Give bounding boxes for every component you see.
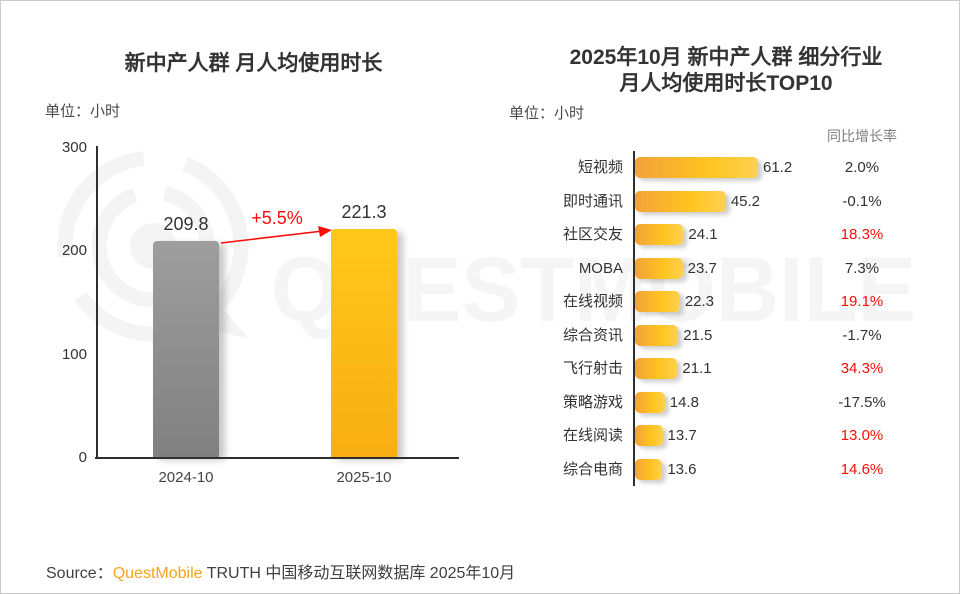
- left-chart-x-axis: [95, 457, 459, 459]
- industry-row: 综合资讯 21.5 -1.7%: [501, 319, 951, 353]
- growth-rate-column-header: 同比增长率: [827, 128, 897, 144]
- industry-row: 短视频 61.2 2.0%: [501, 151, 951, 185]
- industry-bar: [635, 157, 758, 178]
- industry-label: 综合电商: [562, 460, 623, 478]
- industry-bar: [635, 324, 679, 346]
- source-suffix: TRUTH 中国移动互联网数据库 2025年10月: [202, 565, 516, 582]
- industry-bar: [635, 458, 663, 480]
- source-prefix: Source：: [46, 565, 113, 582]
- right-chart-unit-label: 单位：小时: [509, 105, 585, 122]
- industry-bar: [635, 358, 678, 379]
- left-chart-title: 新中产人群 月人均使用时长: [124, 52, 383, 75]
- bar-value-label: 221.3: [341, 202, 387, 223]
- industry-value: 23.7: [687, 259, 717, 277]
- industry-row: 在线视频 22.3 19.1%: [501, 285, 951, 319]
- industry-value: 21.5: [683, 326, 713, 344]
- industry-growth-rate: 7.3%: [844, 259, 880, 277]
- industry-bar: [635, 425, 663, 446]
- industry-row: MOBA 23.7 7.3%: [501, 252, 951, 286]
- source-brand: QuestMobile: [112, 565, 203, 582]
- industry-growth-rate: 19.1%: [840, 293, 884, 310]
- industry-growth-rate: -1.7%: [842, 326, 882, 344]
- change-rate-label: +5.5%: [251, 208, 303, 228]
- industry-row: 策略游戏 14.8 -17.5%: [501, 386, 951, 420]
- industry-growth-rate: 34.3%: [840, 360, 884, 377]
- industry-label: 飞行射击: [562, 360, 623, 377]
- bar-value-label: 209.8: [163, 214, 209, 235]
- industry-row: 即时通讯 45.2 -0.1%: [501, 185, 951, 219]
- period-bar: [331, 229, 397, 457]
- right-chart-axis: [633, 151, 635, 486]
- industry-label: 策略游戏: [562, 393, 623, 411]
- industry-growth-rate: 18.3%: [840, 226, 884, 243]
- industry-label: 综合资讯: [562, 326, 623, 344]
- industry-label: MOBA: [578, 259, 623, 277]
- left-chart-y-axis: [96, 146, 98, 459]
- industry-value: 61.2: [763, 159, 793, 176]
- industry-bar: [635, 257, 683, 279]
- industry-growth-rate: -0.1%: [842, 192, 882, 210]
- industry-label: 短视频: [577, 159, 623, 176]
- growth-arrow-icon: [220, 226, 332, 244]
- source-line: Source：QuestMobile TRUTH 中国移动互联网数据库 2025…: [46, 559, 515, 583]
- industry-value: 13.7: [667, 427, 697, 444]
- industry-bar: [635, 391, 665, 413]
- y-tick-label: 100: [61, 345, 87, 363]
- left-chart-unit-label: 单位：小时: [45, 103, 121, 120]
- industry-label: 即时通讯: [562, 192, 623, 210]
- x-axis-category-label: 2025-10: [336, 469, 392, 486]
- industry-growth-rate: -17.5%: [838, 393, 886, 411]
- industry-label: 在线视频: [562, 293, 623, 310]
- industry-value: 24.1: [688, 226, 718, 243]
- industry-growth-rate: 13.0%: [840, 427, 884, 444]
- right-chart-rows: 短视频 61.2 2.0% 即时通讯 45.2 -0.1% 社区交友 24.1 …: [501, 151, 951, 486]
- industry-value: 13.6: [667, 460, 697, 478]
- industry-value: 45.2: [730, 192, 761, 210]
- industry-row: 飞行射击 21.1 34.3%: [501, 352, 951, 386]
- industry-value: 21.1: [682, 360, 712, 377]
- y-tick-label: 300: [61, 139, 87, 156]
- right-chart-title-line1: 2025年10月 新中产人群 细分行业: [569, 46, 883, 69]
- right-chart-title-line2: 月人均使用时长TOP10: [619, 72, 833, 95]
- industry-label: 在线阅读: [562, 427, 623, 444]
- industry-bar: [635, 224, 684, 245]
- industry-row: 在线阅读 13.7 13.0%: [501, 419, 951, 453]
- industry-growth-rate: 14.6%: [840, 460, 884, 478]
- industry-growth-rate: 2.0%: [844, 159, 880, 176]
- industry-row: 社区交友 24.1 18.3%: [501, 218, 951, 252]
- industry-bar: [635, 190, 726, 212]
- y-tick-label: 200: [61, 242, 87, 260]
- industry-value: 22.3: [684, 293, 715, 310]
- x-axis-category-label: 2024-10: [158, 469, 214, 486]
- industry-row: 综合电商 13.6 14.6%: [501, 453, 951, 487]
- y-tick-label: 0: [78, 449, 87, 466]
- period-bar: [153, 241, 219, 457]
- industry-label: 社区交友: [562, 226, 623, 243]
- industry-bar: [635, 291, 680, 312]
- industry-value: 14.8: [669, 393, 699, 411]
